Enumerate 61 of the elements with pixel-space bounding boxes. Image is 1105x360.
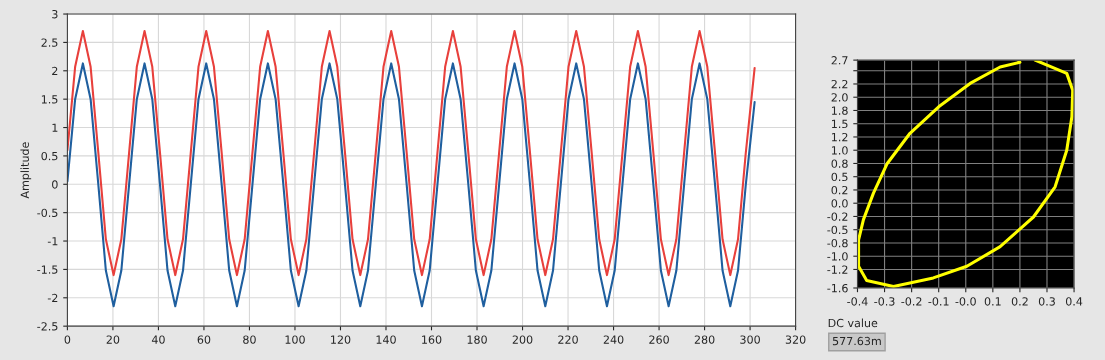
x-tick-label: 0.1: [984, 297, 1001, 306]
text: DC value: [828, 318, 878, 328]
x-tick-label: 200: [512, 335, 533, 344]
y-tick-label: -0.5: [37, 208, 58, 218]
x-tick-label: -0.1: [928, 297, 949, 306]
x-tick-label: -0.4: [847, 297, 868, 306]
y-tick-label: -2.5: [37, 322, 58, 331]
y-tick-label: -1.6: [827, 283, 848, 293]
y-tick-label: -0.8: [827, 238, 848, 248]
y-tick-label: -1.0: [827, 252, 848, 261]
x-tick-label: 0: [64, 335, 71, 344]
y-tick-label: 0: [52, 180, 58, 189]
x-tick-label: 180: [467, 335, 487, 344]
y-tick-label: 0.5: [41, 151, 58, 161]
line-series: [67, 30, 756, 277]
y-tick-label: 1.0: [832, 146, 848, 155]
y-tick-label: 2.5: [41, 38, 58, 47]
y-tick-label: -2: [47, 293, 58, 303]
y-tick-label: -1.2: [827, 265, 848, 274]
x-tick-label: -0.3: [874, 297, 895, 306]
x-tick-label: 220: [558, 335, 578, 344]
y-tick-label: -1.5: [37, 265, 58, 274]
x-tick-label: 100: [285, 335, 305, 344]
x-tick-label: -0.2: [901, 297, 922, 306]
x-tick-label: 240: [603, 335, 624, 344]
y-tick-label: -0.5: [827, 225, 848, 235]
y-tick-label: -1: [47, 237, 58, 246]
x-tick-label: 160: [422, 335, 442, 344]
y-tick-label: 2.0: [831, 93, 848, 102]
y-tick-label: 1.8: [832, 106, 848, 115]
x-tick-label: 0.2: [1011, 297, 1028, 306]
line-series: [857, 60, 1075, 288]
line-series: [67, 62, 756, 308]
y-tick-label: 0.5: [831, 172, 848, 182]
y-tick-label: 1.5: [41, 95, 58, 104]
x-tick-label: 40: [151, 335, 165, 344]
y-tick-label: 0.8: [831, 159, 848, 168]
x-tick-label: -0.0: [955, 297, 976, 306]
y-tick-label: 2: [52, 66, 58, 76]
x-tick-label: 0.3: [1038, 297, 1055, 306]
y-tick-label: 1.5: [832, 119, 848, 129]
x-tick-label: 120: [331, 335, 351, 344]
x-tick-label: 280: [694, 335, 715, 344]
x-tick-label: 80: [243, 335, 256, 344]
y-tick-label: 0.2: [831, 185, 848, 195]
x-tick-label: 300: [740, 335, 760, 344]
x-tick-label: 260: [649, 335, 669, 344]
x-tick-label: 60: [197, 335, 211, 344]
y-axis-title: Amplitude: [20, 142, 32, 199]
x-tick-label: 140: [376, 335, 396, 344]
y-tick-label: -0.2: [827, 212, 848, 221]
y-tick-label: 0.0: [831, 199, 848, 208]
y-tick-label: 3: [52, 10, 58, 19]
x-tick-label: 320: [785, 335, 806, 344]
y-tick-label: 2.7: [831, 56, 848, 65]
x-tick-label: 20: [106, 335, 120, 344]
y-tick-label: 1.2: [832, 132, 848, 142]
y-tick-label: 2.2: [831, 79, 848, 89]
x-tick-label: 0.4: [1065, 297, 1083, 306]
text: 577.63m: [832, 336, 881, 346]
y-tick-label: 1: [52, 123, 58, 132]
